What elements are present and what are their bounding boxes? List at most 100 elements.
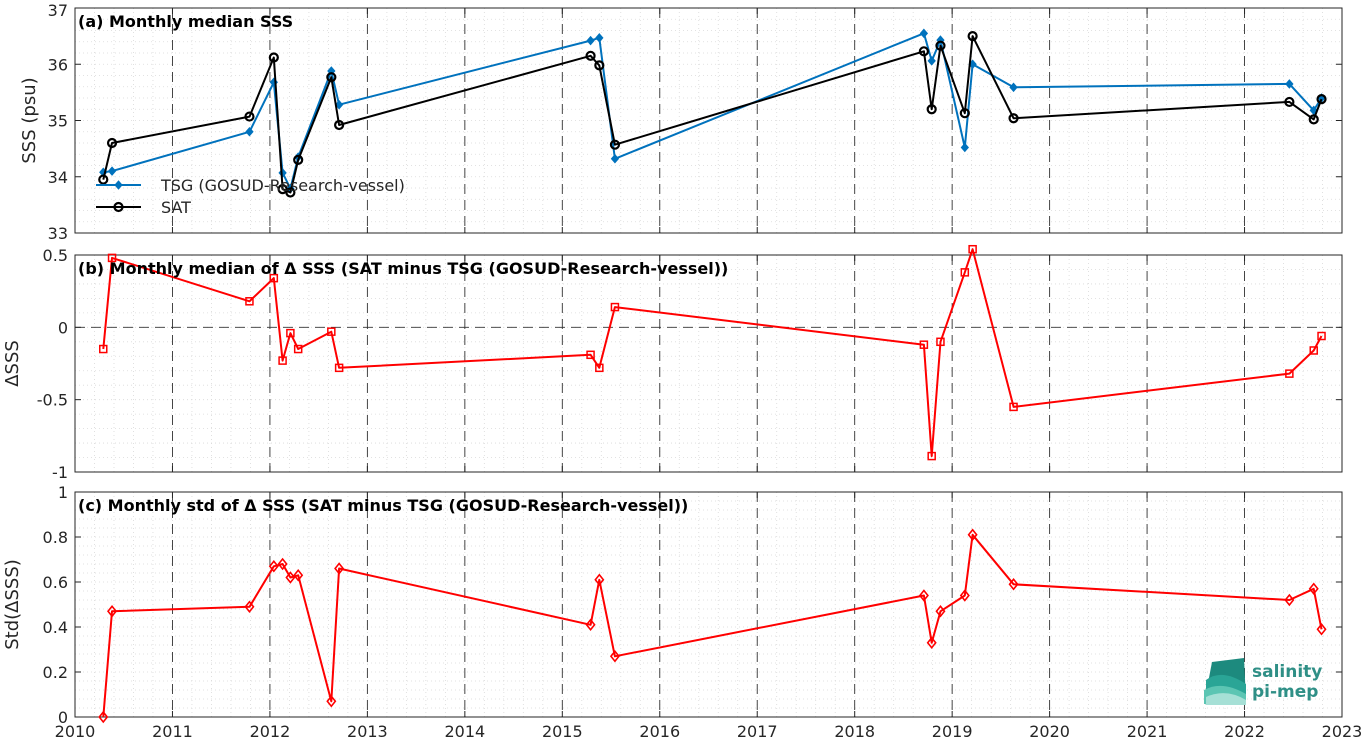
data-point [245, 297, 254, 306]
series-1 [99, 244, 1326, 461]
data-point [1009, 402, 1018, 412]
axes-box [74, 491, 1343, 718]
data-point [967, 31, 978, 42]
data-point [926, 104, 937, 115]
x-tick-label: 2019 [932, 722, 973, 741]
data-point [959, 589, 970, 602]
y-tick-label: 0.5 [43, 246, 68, 265]
data-point [334, 363, 344, 373]
y-axis-label: ΔSSS [2, 340, 23, 387]
legend-entry: TSG (GOSUD-Research-vessel) [160, 176, 405, 195]
data-point [586, 350, 595, 360]
data-point [1285, 79, 1294, 89]
logo-text-pimep: pi-mep [1252, 682, 1318, 702]
data-point [334, 119, 345, 131]
subplot-title: (c) Monthly std of Δ SSS (SAT minus TSG … [78, 496, 688, 515]
y-tick-label: 0.2 [43, 663, 68, 682]
data-point [585, 618, 596, 632]
data-point [1009, 82, 1018, 93]
x-tick-label: 2020 [1029, 722, 1070, 741]
data-point [927, 56, 936, 66]
data-point [594, 573, 605, 587]
x-tick-label: 2015 [542, 722, 583, 741]
series-line [102, 35, 1323, 194]
data-point [326, 694, 337, 708]
y-tick-label: 0 [58, 318, 68, 337]
x-tick-label: 2017 [737, 722, 778, 741]
data-point [114, 180, 123, 190]
wave-logo-icon [1204, 658, 1246, 705]
y-tick-label: 0.4 [43, 618, 68, 637]
data-point [919, 28, 929, 39]
data-point [268, 559, 279, 573]
data-point [106, 137, 118, 149]
data-point [1285, 369, 1294, 378]
y-axis-label: Std(ΔSSS) [2, 559, 23, 650]
series-2 [98, 31, 1327, 198]
data-point [594, 60, 605, 71]
data-point [1284, 593, 1295, 607]
data-point [1308, 114, 1319, 125]
data-point [99, 344, 108, 354]
data-point [293, 344, 303, 354]
subplot-2: -1 -0.5 0 0.5 ΔSSS (b) Monthly median of Δ SS… [2, 244, 1343, 482]
data-point [278, 356, 287, 365]
data-point [107, 604, 118, 618]
data-point [960, 268, 970, 277]
series-1 [98, 528, 1327, 724]
legend-entry: SAT [161, 198, 191, 217]
data-point [918, 589, 929, 602]
data-point [107, 166, 117, 176]
data-point [1308, 582, 1319, 596]
subplot-3: 0 0.2 0.4 0.6 0.8 1 2010 2011 2012 2013 2014 2015 20… [2, 483, 1362, 741]
data-point [285, 187, 296, 198]
data-point [1309, 346, 1318, 355]
y-tick-label: 0.8 [43, 528, 68, 547]
data-point [285, 571, 296, 584]
data-point [1284, 96, 1295, 108]
x-tick-label: 2014 [444, 722, 485, 741]
data-point [935, 40, 946, 51]
data-point [595, 363, 604, 373]
data-point [327, 327, 336, 336]
x-tick-label: 2012 [250, 722, 291, 741]
data-point [334, 99, 344, 110]
x-tick-label: 2022 [1224, 722, 1265, 741]
data-point [334, 562, 345, 575]
legend: TSG (GOSUD-Research-vessel) SAT [96, 176, 405, 217]
data-point [293, 568, 304, 582]
data-point [967, 528, 978, 542]
data-point [244, 111, 255, 122]
pi-mep-logo: salinity pi-mep [1204, 658, 1322, 705]
data-point [113, 201, 124, 213]
data-point [936, 337, 945, 347]
y-axis-label: SSS (psu) [19, 77, 40, 163]
data-point [968, 244, 977, 254]
data-point [1316, 622, 1327, 636]
data-point [926, 636, 937, 650]
data-point [935, 604, 946, 618]
data-point [98, 710, 109, 724]
data-point [1316, 94, 1327, 105]
y-tick-label: 34 [48, 168, 68, 187]
x-tick-label: 2023 [1322, 722, 1363, 741]
data-point [326, 72, 337, 83]
data-point [1008, 113, 1019, 124]
subplot-1: 33 34 35 36 37 SSS (psu) (a) Monthly median SS… [19, 1, 1343, 243]
data-point [293, 154, 304, 165]
y-tick-label: 0 [58, 708, 68, 727]
x-tick-label: 2021 [1127, 722, 1168, 741]
data-point [927, 451, 936, 461]
data-point [919, 340, 929, 349]
x-tick-label: 2011 [152, 722, 193, 741]
data-point [107, 253, 117, 263]
y-tick-label: -0.5 [37, 391, 68, 410]
data-point [268, 52, 279, 63]
subplot-title: (b) Monthly median of Δ SSS (SAT minus T… [78, 259, 728, 278]
data-point [1008, 577, 1019, 591]
data-point [918, 46, 929, 57]
data-point [595, 33, 604, 43]
y-tick-label: 1 [58, 483, 68, 502]
y-tick-label: 0.6 [43, 573, 68, 592]
